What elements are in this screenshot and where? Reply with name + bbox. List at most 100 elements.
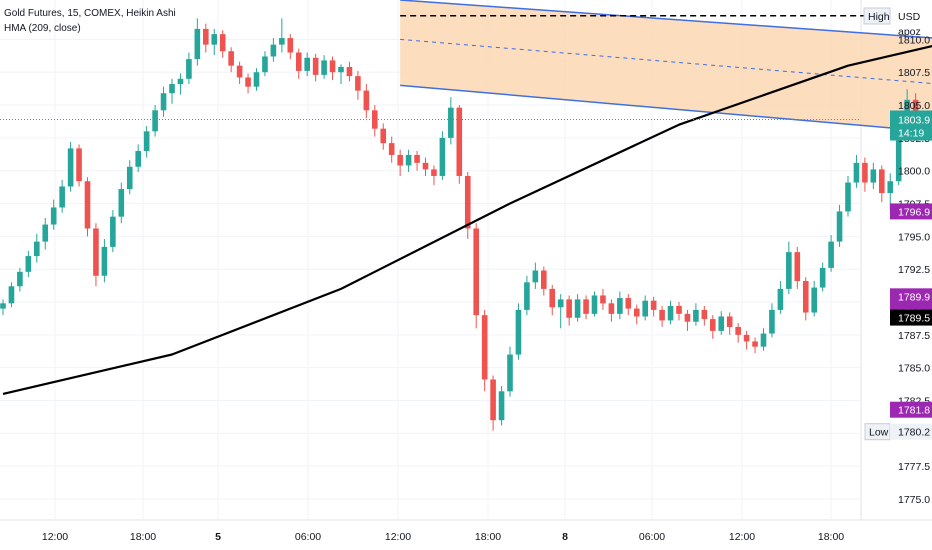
candle-body bbox=[304, 57, 310, 71]
candle-body bbox=[794, 252, 801, 282]
candle-body bbox=[25, 256, 32, 272]
candle-body bbox=[186, 59, 192, 79]
candle-body bbox=[701, 309, 708, 320]
price-marker-1796-9: 1796.9 bbox=[898, 206, 930, 218]
candle-body bbox=[566, 299, 572, 318]
candle-body bbox=[743, 334, 750, 342]
candle-body bbox=[676, 305, 682, 314]
candle-body bbox=[769, 309, 775, 334]
current-price-label: 1803.9 bbox=[898, 114, 930, 126]
candle-body bbox=[228, 51, 234, 66]
candle-body bbox=[532, 270, 539, 283]
candle-body bbox=[490, 379, 496, 421]
candles bbox=[0, 18, 919, 431]
y-tick-label: 1785.0 bbox=[898, 363, 930, 375]
countdown-label: 14:19 bbox=[898, 127, 924, 139]
candle-body bbox=[541, 270, 547, 289]
candle-body bbox=[811, 287, 817, 313]
candle-body bbox=[338, 66, 344, 73]
candle-body bbox=[295, 52, 302, 71]
candle-body bbox=[583, 299, 589, 314]
y-tick-label: 1807.5 bbox=[898, 67, 930, 79]
channel bbox=[400, 0, 932, 133]
y-tick-label: 1800.0 bbox=[898, 166, 930, 178]
low-value-bg bbox=[890, 423, 932, 440]
x-tick-label: 8 bbox=[562, 531, 568, 543]
channel-fill bbox=[400, 0, 932, 132]
candle-body bbox=[853, 162, 860, 183]
candle-body bbox=[718, 316, 725, 331]
currency-label: USD bbox=[898, 11, 921, 23]
y-tick-label: 1777.5 bbox=[898, 461, 930, 473]
grid bbox=[0, 0, 932, 521]
price-marker-1781-8: 1781.8 bbox=[898, 405, 930, 417]
candle-body bbox=[836, 211, 843, 242]
candle-body bbox=[777, 288, 784, 310]
candle-body bbox=[625, 298, 632, 309]
candle-body bbox=[17, 271, 23, 287]
y-tick-label: 1775.0 bbox=[898, 494, 930, 506]
candle-body bbox=[507, 354, 513, 392]
candle-body bbox=[152, 110, 158, 132]
candle-body bbox=[617, 298, 623, 314]
candle-body bbox=[515, 309, 522, 355]
candle-body bbox=[160, 93, 167, 111]
x-tick-label: 18:00 bbox=[475, 531, 501, 543]
y-tick-label: 1810.0 bbox=[898, 34, 930, 46]
candle-body bbox=[524, 282, 530, 310]
candle-body bbox=[110, 216, 116, 247]
candle-body bbox=[236, 65, 243, 78]
candle-body bbox=[321, 60, 327, 75]
candle-body bbox=[912, 99, 919, 120]
candle-body bbox=[591, 295, 598, 314]
price-marker-1796-9-bg bbox=[890, 203, 932, 220]
candle-body bbox=[464, 175, 471, 229]
candle-body bbox=[895, 135, 902, 182]
candle-body bbox=[498, 391, 505, 421]
candle-body bbox=[329, 60, 336, 73]
candle-body bbox=[845, 182, 851, 212]
candle-body bbox=[101, 246, 108, 276]
candle-body bbox=[34, 241, 40, 257]
y-tick-label: 1787.5 bbox=[898, 330, 930, 342]
x-tick-label: 12:00 bbox=[729, 531, 755, 543]
candle-body bbox=[481, 315, 488, 380]
candle-body bbox=[667, 305, 674, 321]
candle-body bbox=[372, 110, 378, 129]
candle-body bbox=[76, 148, 82, 182]
candle-body bbox=[8, 286, 15, 304]
y-tick-label: 1805.0 bbox=[898, 100, 930, 112]
candle-body bbox=[456, 107, 463, 176]
y-tick-label: 1792.5 bbox=[898, 264, 930, 276]
candle-body bbox=[287, 38, 294, 53]
candle-body bbox=[879, 169, 885, 194]
levels bbox=[0, 15, 890, 120]
candle-body bbox=[693, 309, 699, 322]
candle-body bbox=[659, 309, 665, 321]
indicator-legend: HMA (209, close) bbox=[4, 23, 81, 34]
time-axis[interactable]: 12:00 18:00 5 06:00 12:00 18:00 8 06:00 12:00 18:… bbox=[42, 531, 844, 543]
candle-body bbox=[50, 207, 57, 225]
x-tick-label: 06:00 bbox=[295, 531, 321, 543]
high-label-bg bbox=[863, 7, 891, 25]
candle-body bbox=[253, 72, 260, 87]
low-value: 1780.2 bbox=[898, 427, 930, 439]
high-value: apoz bbox=[898, 26, 921, 38]
candle-body bbox=[219, 34, 226, 52]
hma-curve bbox=[2, 44, 932, 395]
channel-mid-line bbox=[400, 38, 932, 84]
candle-body bbox=[59, 186, 65, 208]
candle-body bbox=[203, 28, 209, 45]
x-tick-label: 06:00 bbox=[639, 531, 665, 543]
candle-body bbox=[211, 34, 218, 45]
candle-body bbox=[422, 162, 429, 170]
candle-body bbox=[143, 131, 150, 152]
candle-body bbox=[42, 224, 49, 242]
x-tick-label: 12:00 bbox=[385, 531, 411, 543]
candle-body bbox=[405, 154, 412, 166]
candle-body bbox=[262, 56, 268, 73]
candle-body bbox=[414, 154, 420, 163]
candle-body bbox=[135, 151, 141, 167]
candle-body bbox=[0, 303, 6, 309]
